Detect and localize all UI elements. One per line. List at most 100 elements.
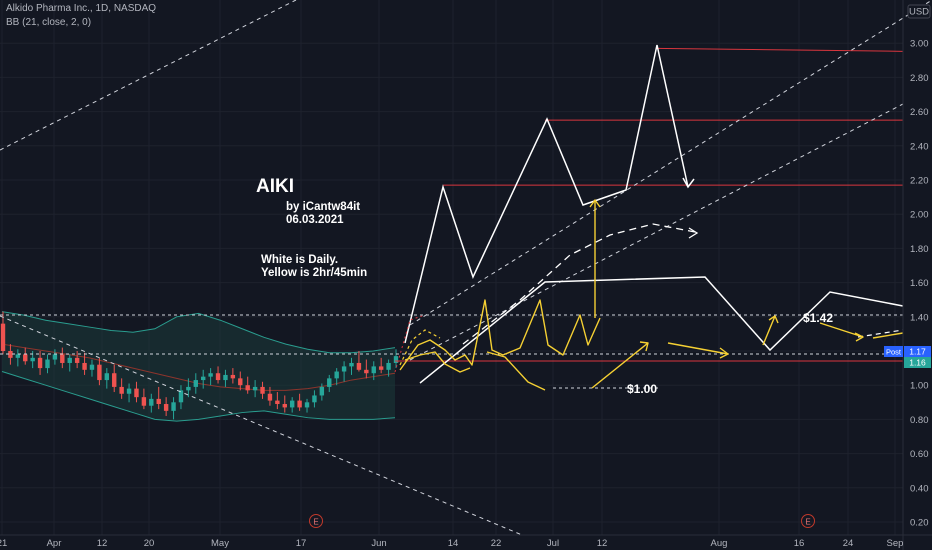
yellow-path-main[interactable] bbox=[399, 299, 601, 371]
post-tag-label: Post bbox=[886, 348, 902, 357]
candle bbox=[171, 397, 176, 420]
daily-path-dashed[interactable] bbox=[462, 223, 696, 345]
trend-line[interactable] bbox=[409, 0, 932, 326]
candle-body bbox=[275, 400, 280, 405]
yellow-arrowhead-3[interactable] bbox=[768, 315, 779, 324]
bb-upper-line bbox=[1, 311, 396, 354]
candle-body bbox=[334, 371, 339, 379]
yellow-arrow-right[interactable] bbox=[667, 342, 729, 355]
candle bbox=[37, 351, 43, 375]
resistance-line[interactable] bbox=[655, 47, 904, 52]
candle bbox=[297, 393, 302, 411]
candle-body bbox=[141, 397, 147, 406]
currency-label: USD bbox=[909, 7, 929, 18]
time-tick-label: Sep bbox=[887, 538, 904, 549]
candle-body bbox=[74, 357, 80, 363]
price-tick-label: 2.20 bbox=[910, 176, 929, 187]
earnings-circle bbox=[801, 514, 815, 528]
earnings-e-icon: E bbox=[313, 518, 318, 527]
candle bbox=[289, 397, 295, 413]
candle bbox=[282, 395, 287, 413]
post-price-box bbox=[904, 346, 931, 357]
candle bbox=[126, 383, 132, 403]
candle-body bbox=[23, 354, 28, 362]
time-tick-label: 24 bbox=[843, 538, 854, 549]
time-tick-label: 12 bbox=[97, 538, 108, 549]
candlestick-series bbox=[0, 311, 399, 420]
candle bbox=[275, 392, 280, 410]
candle bbox=[186, 378, 191, 398]
candle-body bbox=[134, 388, 139, 398]
candle bbox=[378, 357, 384, 374]
candle bbox=[393, 349, 399, 369]
daily-path-low[interactable] bbox=[419, 276, 904, 384]
candle-body bbox=[371, 366, 376, 374]
candle-body bbox=[201, 376, 206, 381]
candle bbox=[67, 354, 72, 372]
price-tick-label: 1.80 bbox=[910, 244, 929, 255]
candle-body bbox=[364, 369, 369, 374]
indicator-title[interactable]: BB (21, close, 2, 0) bbox=[6, 17, 92, 28]
price-tick-label: 1.40 bbox=[910, 312, 929, 323]
yellow-arrow-up-1[interactable] bbox=[591, 342, 649, 389]
yellow-path-chop[interactable] bbox=[404, 351, 471, 373]
candle-body bbox=[230, 374, 236, 379]
candle-body bbox=[149, 398, 154, 406]
candle bbox=[349, 357, 354, 375]
candle-body bbox=[297, 400, 302, 408]
daily-dashed-arrowhead bbox=[688, 227, 699, 239]
candle-body bbox=[104, 373, 110, 381]
trend-line[interactable] bbox=[0, 315, 523, 536]
candle-body bbox=[319, 386, 325, 396]
candle-body bbox=[356, 362, 362, 370]
candle-body bbox=[163, 404, 169, 411]
yellow-arrow-up-2[interactable] bbox=[762, 315, 776, 346]
time-tick-label: Jun bbox=[371, 538, 386, 549]
candle bbox=[15, 349, 21, 367]
time-tick-label: 14 bbox=[448, 538, 459, 549]
yellow-tail[interactable] bbox=[872, 332, 904, 339]
candle bbox=[364, 359, 369, 379]
time-tick-label: 16 bbox=[794, 538, 805, 549]
symbol-title: Alkido Pharma Inc., 1D, NASDAQ bbox=[6, 3, 157, 14]
price-tick-label: 2.40 bbox=[910, 141, 929, 152]
earnings-marker-aug[interactable]: E bbox=[801, 514, 815, 528]
price-axis[interactable]: 3.002.802.602.402.202.001.801.601.401.20… bbox=[910, 39, 929, 529]
time-axis[interactable]: 21 Apr 12 20 May 17 Jun 14 22 Jul 12 Aug 16 24 Sep bbox=[0, 538, 903, 549]
yellow-arrowhead-4[interactable] bbox=[854, 332, 864, 342]
candle-body bbox=[45, 359, 50, 369]
candle-body bbox=[386, 362, 391, 370]
daily-path-high[interactable] bbox=[404, 44, 689, 344]
candle bbox=[371, 361, 376, 381]
daily-tail-dashed[interactable] bbox=[857, 329, 904, 338]
candle bbox=[45, 354, 50, 374]
candle-body bbox=[267, 393, 273, 401]
last-price-box bbox=[904, 357, 931, 368]
candle-body bbox=[30, 357, 35, 362]
candle-body bbox=[15, 354, 21, 358]
candle-body bbox=[0, 323, 6, 351]
yellow-arrow-mid[interactable] bbox=[819, 322, 864, 338]
candle bbox=[52, 349, 58, 365]
price-tick-label: 2.00 bbox=[910, 210, 929, 221]
price-tick-label: 2.60 bbox=[910, 107, 929, 118]
yellow-dashed-path[interactable] bbox=[399, 329, 441, 366]
candle bbox=[156, 386, 161, 410]
post-price-tag: Post 1.17 bbox=[884, 346, 931, 357]
earnings-marker-may[interactable]: E bbox=[309, 514, 323, 528]
candle bbox=[327, 374, 332, 393]
yellow-arrowhead-1[interactable] bbox=[639, 341, 649, 352]
candle-body bbox=[193, 380, 198, 387]
price-tick-label: 0.20 bbox=[910, 518, 929, 529]
time-tick-label: Aug bbox=[711, 538, 728, 549]
yellow-path-drop[interactable] bbox=[486, 351, 546, 391]
candle bbox=[89, 359, 95, 377]
candle-body bbox=[89, 364, 95, 370]
candle bbox=[245, 376, 250, 394]
earnings-circle bbox=[309, 514, 323, 528]
yellow-arrowhead-2[interactable] bbox=[719, 347, 729, 359]
candle bbox=[178, 385, 184, 410]
yellow-vertical-arrowhead[interactable] bbox=[589, 199, 601, 208]
candle bbox=[104, 368, 110, 389]
